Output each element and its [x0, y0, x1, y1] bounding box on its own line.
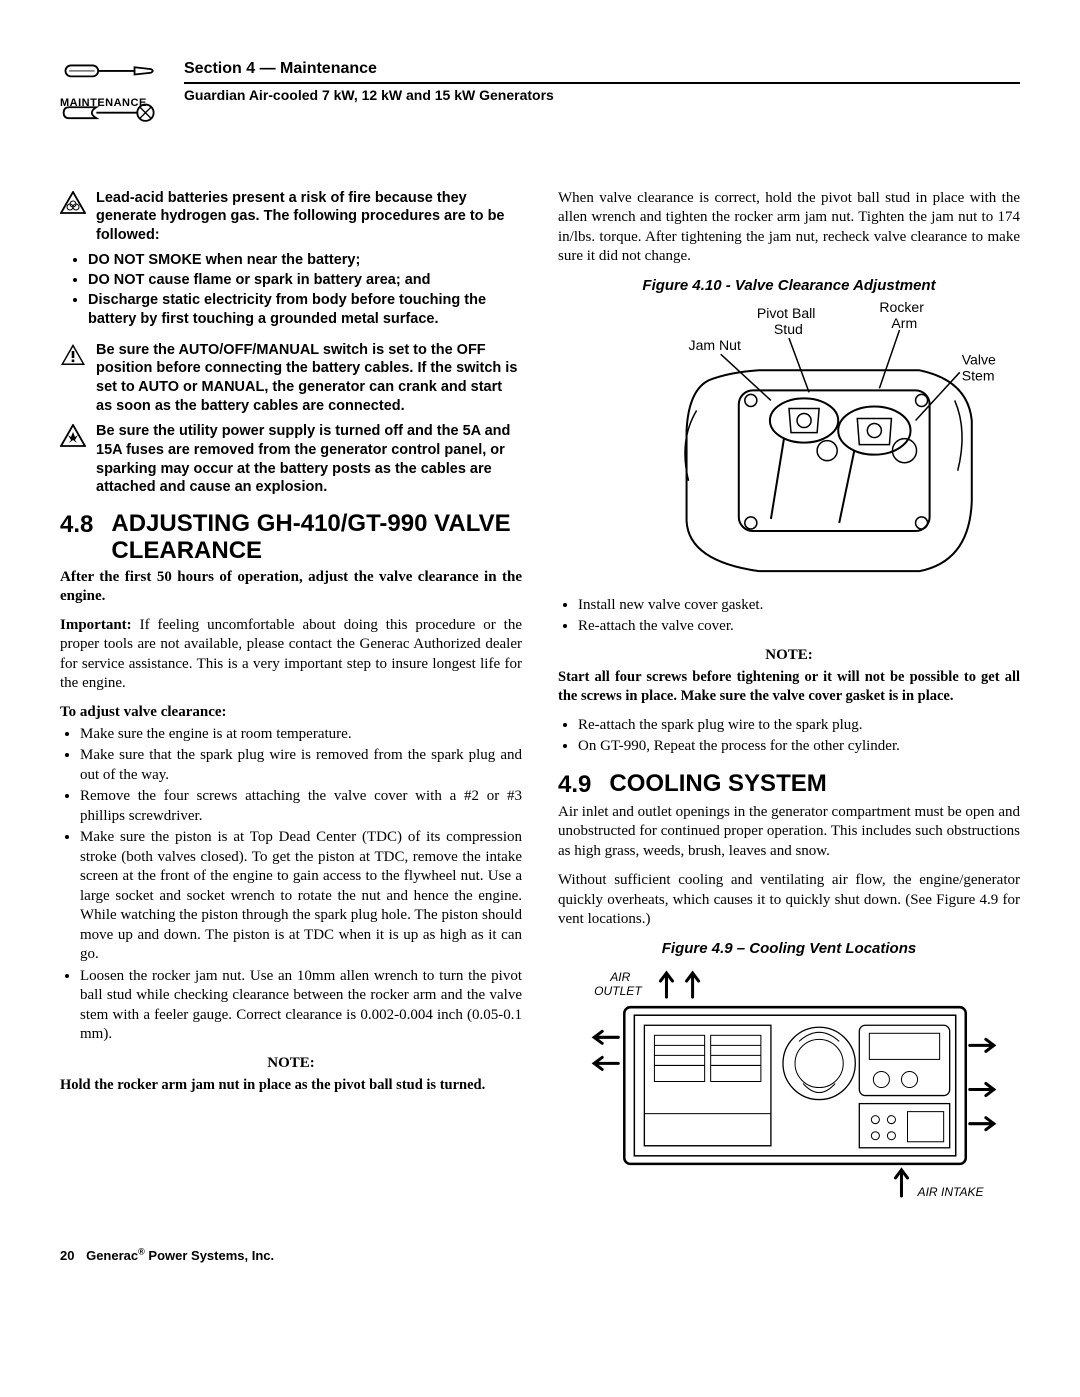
label-rocker-2: Arm — [891, 315, 917, 331]
final-steps: Re-attach the spark plug wire to the spa… — [578, 716, 1020, 757]
warning-lead-acid-text: Lead-acid batteries present a risk of fi… — [96, 189, 522, 246]
label-pivot-2: Stud — [774, 321, 803, 337]
section-title: COOLING SYSTEM — [609, 771, 826, 799]
warning-bullet: DO NOT SMOKE when near the battery; — [88, 251, 522, 270]
list-item: On GT-990, Repeat the process for the ot… — [578, 737, 1020, 757]
warning-bullet: Discharge static electricity from body b… — [88, 291, 522, 329]
warning-lead-acid: Lead-acid batteries present a risk of fi… — [60, 189, 522, 246]
header-icon-column: MAINTENANCE — [60, 60, 170, 145]
sec49-para1: Air inlet and outlet openings in the gen… — [558, 803, 1020, 862]
label-rocker: Rocker — [879, 300, 924, 315]
main-content: Lead-acid batteries present a risk of fi… — [60, 189, 1020, 1219]
section-label: Section 4 — Maintenance — [184, 60, 1020, 84]
air-outlet-label: AIR — [609, 970, 630, 984]
note-text: Start all four screws before tightening … — [558, 668, 1020, 706]
list-item: Re-attach the valve cover. — [578, 617, 1020, 637]
company-name: Generac® Power Systems, Inc. — [86, 1248, 274, 1263]
caution-warning-icon — [60, 343, 86, 367]
list-item: Make sure that the spark plug wire is re… — [80, 746, 522, 785]
label-jam-nut: Jam Nut — [689, 337, 741, 353]
adjust-steps: Make sure the engine is at room temperat… — [80, 725, 522, 1045]
page-number: 20 — [60, 1248, 74, 1263]
warning-utility-text: Be sure the utility power supply is turn… — [96, 422, 522, 497]
label-valve-stem: Valve — [962, 351, 996, 367]
label-valve-stem-2: Stem — [962, 367, 995, 383]
figure-4-9: AIR OUTLET AIR INTAKE — [558, 963, 1020, 1204]
list-item: Remove the four screws attaching the val… — [80, 787, 522, 826]
page-header: MAINTENANCE Section 4 — Maintenance Guar… — [60, 60, 1020, 145]
sec49-para2: Without sufficient cooling and ventilati… — [558, 871, 1020, 930]
warning-auto-off-text: Be sure the AUTO/OFF/MANUAL switch is se… — [96, 341, 522, 416]
sec48-continuation: When valve clearance is correct, hold th… — [558, 189, 1020, 267]
section-4-9-heading: 4.9 COOLING SYSTEM — [558, 771, 1020, 799]
header-text: Section 4 — Maintenance Guardian Air-coo… — [184, 60, 1020, 103]
post-figure-steps: Install new valve cover gasket. Re-attac… — [578, 596, 1020, 637]
list-item: Make sure the piston is at Top Dead Cent… — [80, 828, 522, 965]
section-number: 4.8 — [60, 511, 93, 564]
note-label: NOTE: — [558, 647, 1020, 664]
section-title: ADJUSTING GH-410/GT-990 VALVE CLEARANCE — [111, 511, 522, 564]
note-label: NOTE: — [60, 1055, 522, 1072]
warning-auto-off: Be sure the AUTO/OFF/MANUAL switch is se… — [60, 341, 522, 416]
section-number: 4.9 — [558, 771, 591, 799]
sec48-lead: After the first 50 hours of operation, a… — [60, 568, 522, 606]
warning-bullets: DO NOT SMOKE when near the battery; DO N… — [88, 251, 522, 328]
note-text: Hold the rocker arm jam nut in place as … — [60, 1076, 522, 1095]
figure-4-10-caption: Figure 4.10 - Valve Clearance Adjustment — [558, 277, 1020, 294]
adjust-heading: To adjust valve clearance: — [60, 704, 522, 721]
air-intake-label: AIR INTAKE — [917, 1185, 985, 1199]
important-label: Important: — [60, 617, 132, 633]
figure-4-10: Jam Nut Pivot Ball Stud Rocker Arm Valve… — [558, 300, 1020, 581]
maintenance-label: MAINTENANCE — [60, 97, 170, 109]
list-item: Re-attach the spark plug wire to the spa… — [578, 716, 1020, 736]
list-item: Make sure the engine is at room temperat… — [80, 725, 522, 745]
maintenance-icon — [60, 60, 160, 124]
label-pivot: Pivot Ball — [757, 305, 816, 321]
section-4-8-heading: 4.8 ADJUSTING GH-410/GT-990 VALVE CLEARA… — [60, 511, 522, 564]
header-subtitle: Guardian Air-cooled 7 kW, 12 kW and 15 k… — [184, 87, 1020, 103]
explosion-warning-icon — [60, 424, 86, 448]
air-outlet-label-2: OUTLET — [594, 984, 643, 998]
list-item: Loosen the rocker jam nut. Use an 10mm a… — [80, 967, 522, 1045]
figure-4-9-caption: Figure 4.9 – Cooling Vent Locations — [558, 940, 1020, 957]
warning-bullet: DO NOT cause flame or spark in battery a… — [88, 271, 522, 290]
list-item: Install new valve cover gasket. — [578, 596, 1020, 616]
page-footer: 20 Generac® Power Systems, Inc. — [60, 1247, 1020, 1263]
sec48-important: Important: If feeling uncomfortable abou… — [60, 616, 522, 694]
warning-utility: Be sure the utility power supply is turn… — [60, 422, 522, 497]
registered-mark: ® — [138, 1247, 145, 1257]
biohazard-warning-icon — [60, 191, 86, 215]
